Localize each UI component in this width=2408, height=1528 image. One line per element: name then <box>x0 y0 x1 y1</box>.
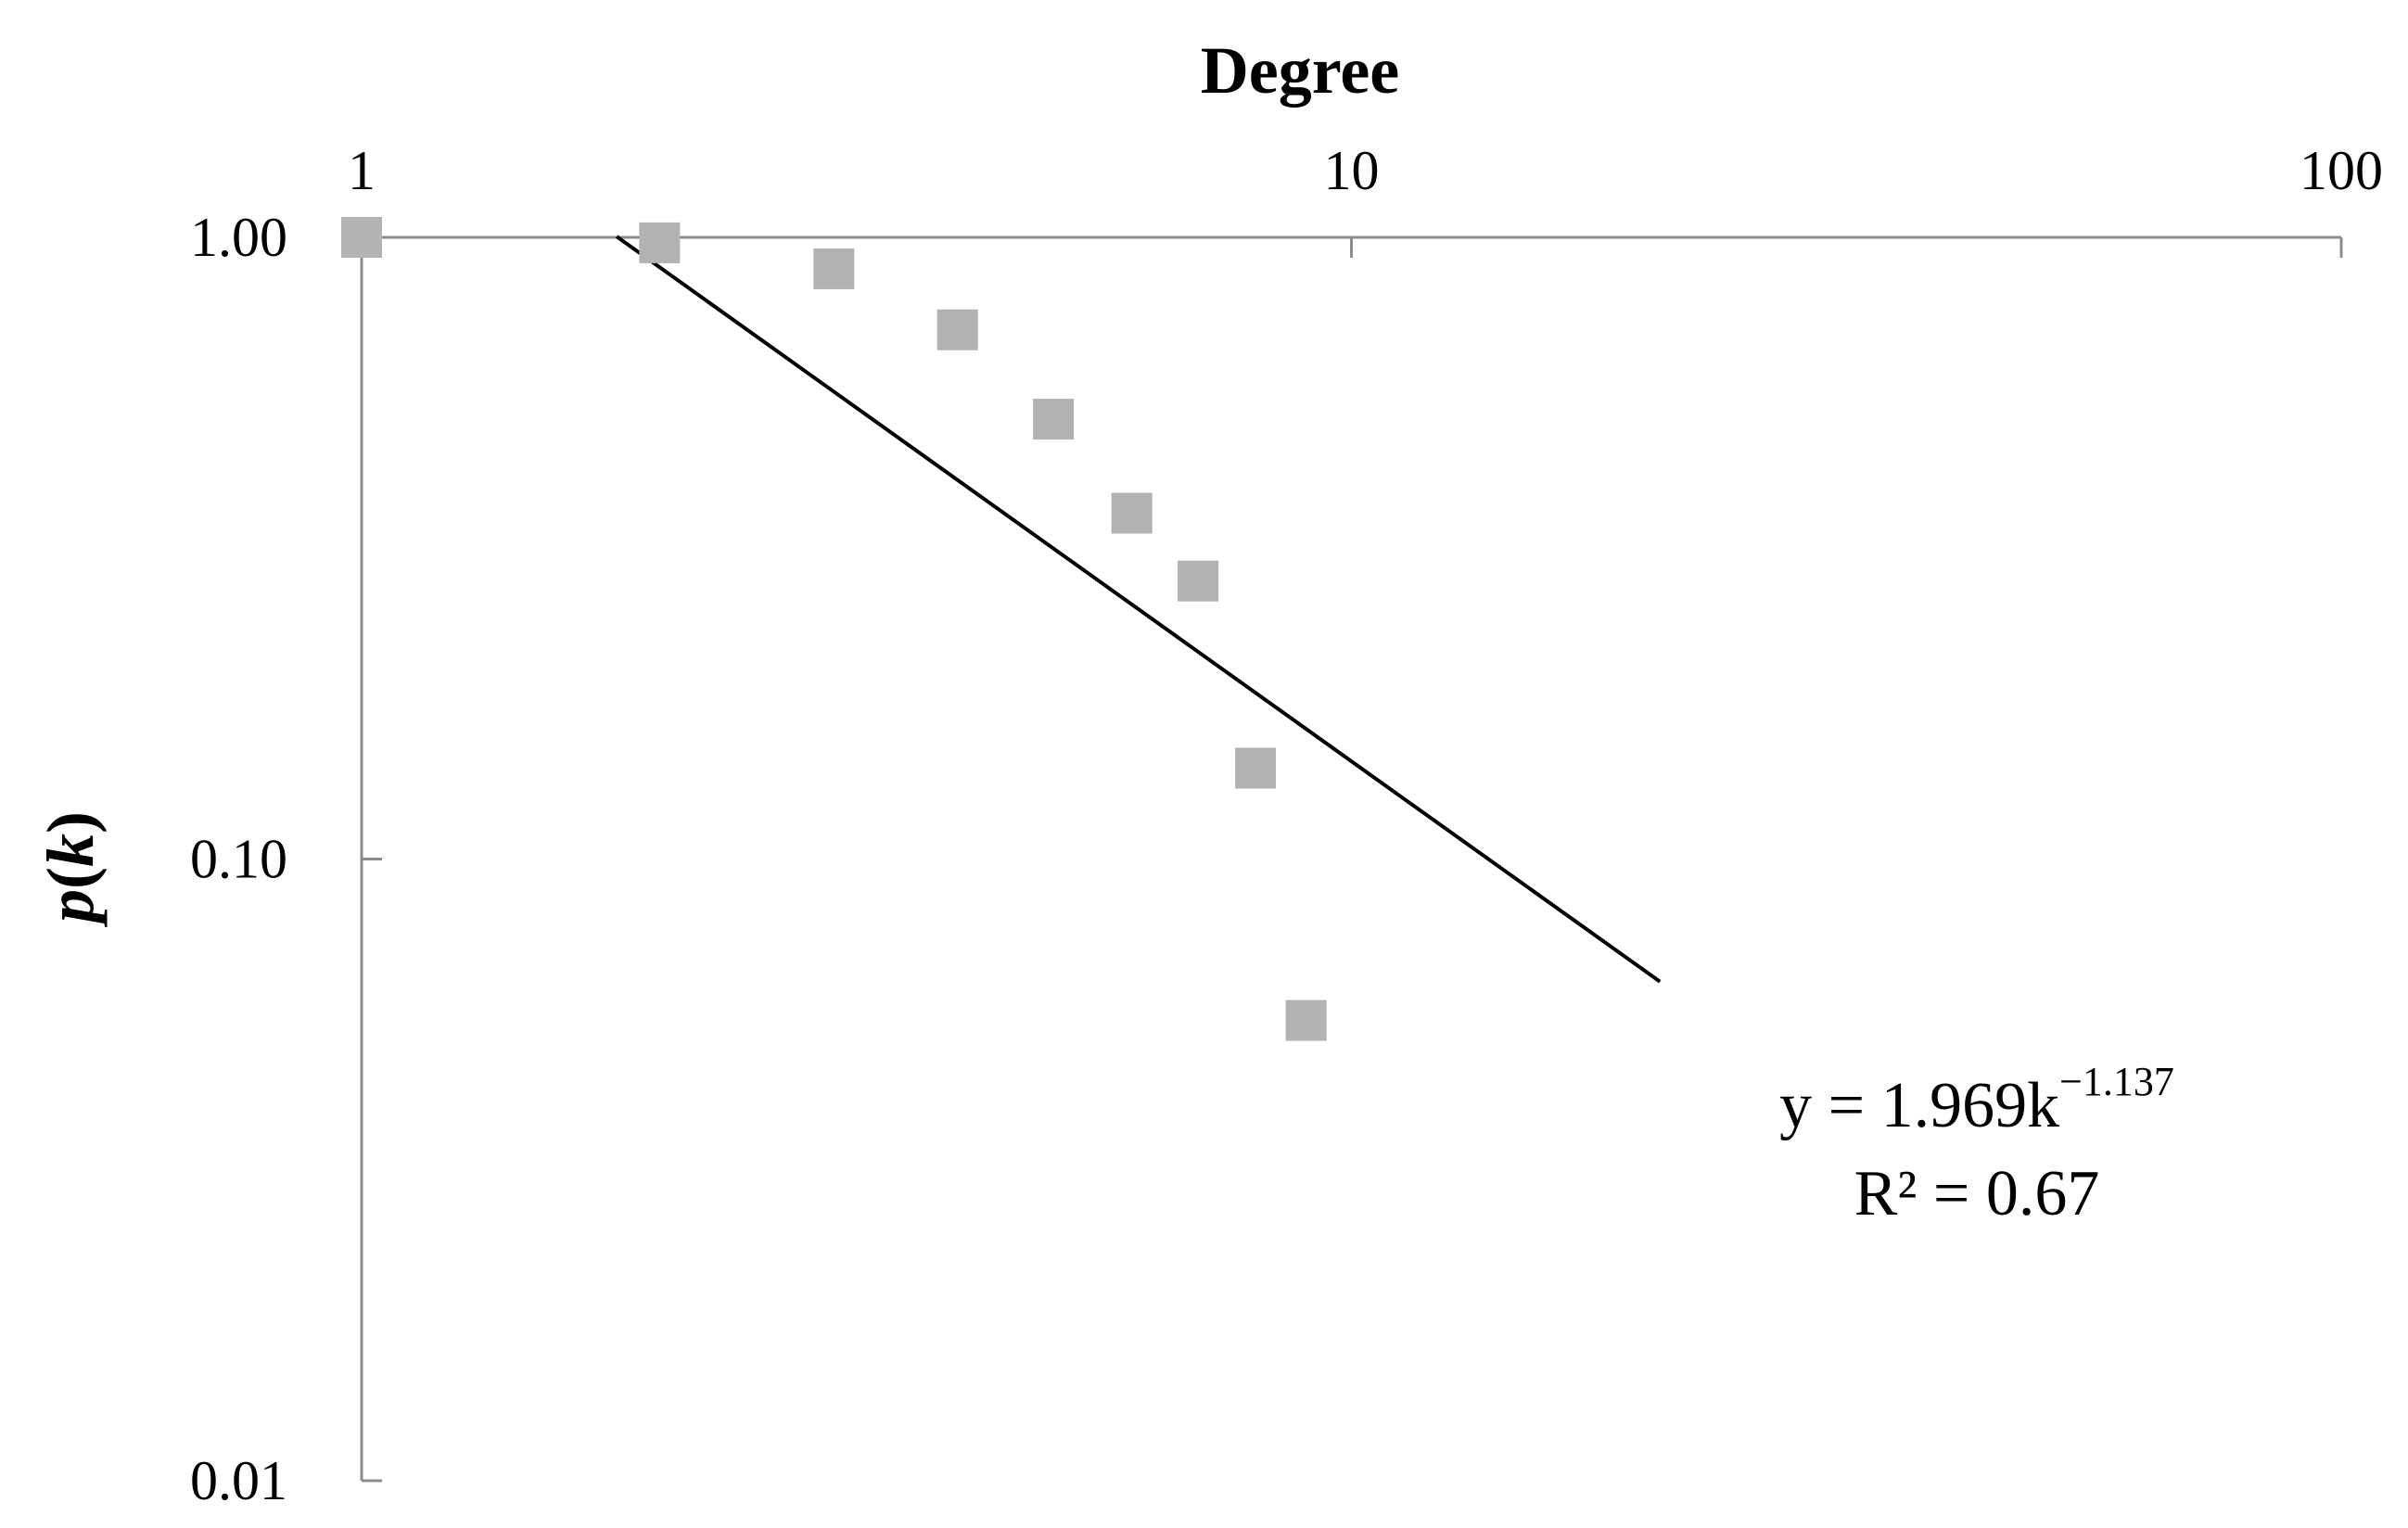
y-tick-label: 0.10 <box>190 829 287 890</box>
data-point <box>1235 747 1277 789</box>
equation-prefix: y = 1.969k <box>1779 1070 2059 1141</box>
y-tick-label: 0.01 <box>190 1450 287 1511</box>
y-tick-label: 1.00 <box>190 207 287 268</box>
data-point <box>1111 492 1153 534</box>
y-axis-title: p(k) <box>33 811 108 928</box>
data-point <box>639 222 681 263</box>
data-point <box>341 217 382 258</box>
r-squared-label: R² = 0.67 <box>1854 1158 2100 1229</box>
x-axis-title: Degree <box>1201 33 1400 108</box>
trendline-equation: y = 1.969k−1.137 <box>1779 1059 2174 1141</box>
data-point <box>813 248 855 289</box>
axes <box>360 236 2343 1483</box>
data-point <box>1285 1000 1327 1041</box>
data-point <box>1178 560 1219 602</box>
trendline <box>615 235 1662 984</box>
x-tick-label: 100 <box>2300 140 2383 201</box>
x-tick-label: 1 <box>348 140 376 201</box>
data-points <box>341 217 1327 1041</box>
data-point <box>936 309 978 350</box>
tick-labels: 1 10 100 1.00 0.10 0.01 <box>190 140 2383 1511</box>
trendline-group <box>615 235 1662 984</box>
x-tick-label: 10 <box>1324 140 1380 201</box>
data-point <box>1033 399 1075 440</box>
equation-exponent: −1.137 <box>2059 1059 2174 1104</box>
